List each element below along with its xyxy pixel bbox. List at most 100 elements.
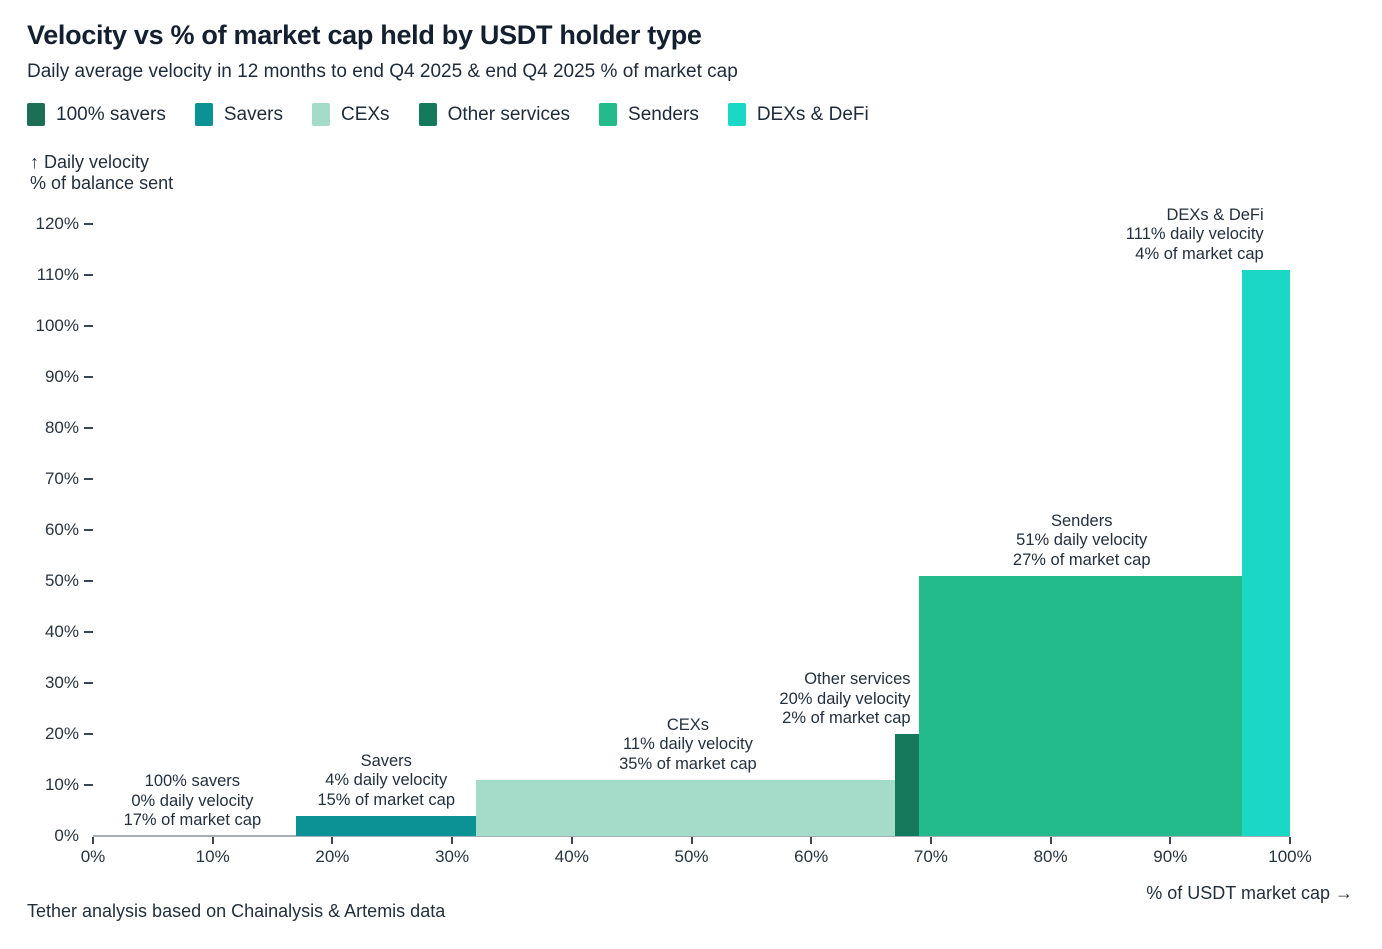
- y-tick-label: 10%: [44, 775, 79, 794]
- y-tick-label: 110%: [36, 265, 79, 284]
- bar-savers: [296, 815, 477, 836]
- annotation-line: 20% daily velocity: [779, 689, 911, 708]
- y-tick-label: 30%: [44, 673, 79, 692]
- legend-item-100-savers: 100% savers: [27, 103, 166, 126]
- legend-swatch-icon: [727, 103, 746, 126]
- chart-title: Velocity vs % of market cap held by USDT…: [27, 20, 702, 50]
- chart-subtitle: Daily average velocity in 12 months to e…: [27, 61, 738, 82]
- annotation-dexs-defi: DEXs & DeFi 111% daily velocity 4% of mark…: [1126, 206, 1264, 265]
- y-axis-title-line1: ↑ Daily velocity: [30, 152, 150, 172]
- y-tick-mark: [84, 376, 93, 378]
- y-tick-mark: [84, 580, 93, 582]
- x-tick-mark: [92, 837, 94, 844]
- legend-item-cexs: CEXs: [311, 103, 390, 126]
- y-tick-label: 90%: [44, 367, 79, 386]
- x-tick-mark: [331, 837, 334, 844]
- x-tick-label: 30%: [435, 847, 470, 866]
- legend-label: Other services: [447, 103, 571, 125]
- annotation-line: Savers: [360, 751, 412, 770]
- y-tick-mark: [84, 274, 93, 276]
- legend-label: 100% savers: [56, 103, 166, 125]
- annotation-line: 0% daily velocity: [131, 791, 254, 810]
- y-tick-mark: [84, 427, 93, 429]
- annotation-line: Other services: [804, 670, 911, 688]
- x-tick-mark: [1289, 837, 1291, 844]
- annotation-100-savers: 100% savers 0% daily velocity 17% of marke…: [0, 772, 442, 831]
- x-tick-mark: [1049, 837, 1052, 844]
- annotation-other-services: Other services 20% daily velocity 2% of ma…: [779, 670, 910, 729]
- legend-item-senders: Senders: [599, 103, 699, 126]
- x-tick-label: 20%: [315, 847, 350, 866]
- legend-label: DEXs & DeFi: [756, 103, 869, 125]
- x-tick-label: 70%: [913, 847, 948, 866]
- x-tick-label: 40%: [554, 847, 589, 866]
- x-tick-label: 50%: [674, 847, 709, 866]
- annotation-line: 35% of market cap: [619, 754, 757, 773]
- y-tick-mark: [84, 631, 93, 633]
- annotation-line: CEXs: [666, 715, 709, 734]
- y-tick-label: 40%: [44, 622, 79, 641]
- x-tick-mark: [211, 837, 214, 844]
- y-tick-mark: [84, 682, 93, 684]
- x-tick-mark: [690, 837, 693, 844]
- annotation-savers: Savers 4% daily velocity 15% of market cap: [136, 752, 636, 811]
- annotation-line: DEXs & DeFi: [1166, 205, 1264, 224]
- x-tick-label: 80%: [1033, 847, 1068, 866]
- x-tick-label: 60%: [794, 847, 829, 866]
- legend-label: CEXs: [340, 103, 390, 125]
- x-tick-mark: [570, 837, 573, 844]
- bar-senders: [918, 575, 1243, 836]
- source-note: Tether analysis based on Chainalysis & A…: [27, 901, 446, 921]
- x-axis-line: [93, 835, 1290, 837]
- annotation-line: 11% daily velocity: [622, 735, 753, 754]
- annotation-line: 111% daily velocity: [1125, 225, 1264, 244]
- x-tick-label: 0%: [80, 847, 106, 866]
- x-tick-label: 10%: [195, 847, 230, 866]
- annotation-senders: Senders 51% daily velocity 27% of market c…: [832, 512, 1332, 571]
- y-tick-label: 100%: [35, 316, 79, 335]
- legend-swatch-icon: [194, 103, 213, 126]
- legend-item-savers: Savers: [194, 103, 283, 126]
- y-tick-label: 120%: [35, 214, 79, 233]
- legend-swatch-icon: [27, 103, 45, 126]
- bar-cexs: [476, 779, 895, 836]
- y-tick-mark: [84, 478, 93, 480]
- legend-swatch-icon: [311, 103, 330, 126]
- y-tick-label: 50%: [44, 571, 79, 590]
- y-tick-mark: [84, 325, 93, 327]
- y-tick-mark: [84, 784, 93, 786]
- annotation-line: 15% of market cap: [317, 790, 456, 809]
- legend: 100% savers Savers CEXs Other services Sende…: [27, 103, 869, 126]
- annotation-line: 100% savers: [144, 772, 241, 790]
- x-tick-mark: [810, 837, 813, 844]
- annotation-line: 2% of market cap: [782, 709, 911, 727]
- bar-other-services: [894, 734, 919, 836]
- x-tick-label: 100%: [1268, 847, 1312, 866]
- legend-item-other-services: Other services: [418, 103, 571, 126]
- x-axis-title: % of USDT market cap →: [1146, 883, 1353, 903]
- x-tick-mark: [929, 837, 932, 844]
- legend-label: Savers: [223, 103, 283, 125]
- annotation-line: 4% of market cap: [1135, 244, 1264, 263]
- legend-swatch-icon: [418, 103, 437, 126]
- y-tick-label: 20%: [44, 724, 79, 743]
- legend-label: Senders: [628, 103, 699, 125]
- y-axis-title-line2: % of balance sent: [30, 173, 174, 193]
- y-tick-label: 0%: [54, 826, 79, 845]
- legend-item-dexs-defi: DEXs & DeFi: [727, 103, 869, 126]
- y-tick-label: 70%: [44, 469, 79, 488]
- y-tick-label: 60%: [44, 520, 79, 539]
- x-tick-label: 90%: [1153, 847, 1188, 866]
- y-tick-mark: [84, 529, 93, 531]
- y-axis-title: ↑ Daily velocity % of balance sent: [30, 152, 173, 194]
- bar-dexs-defi: [1242, 269, 1290, 836]
- annotation-line: 27% of market cap: [1012, 550, 1151, 569]
- annotation-cexs: CEXs 11% daily velocity 35% of market cap: [438, 716, 938, 775]
- annotation-line: 4% daily velocity: [325, 771, 448, 790]
- y-tick-mark: [84, 733, 93, 735]
- legend-swatch-icon: [599, 103, 618, 126]
- annotation-line: 51% daily velocity: [1016, 531, 1148, 550]
- annotation-line: Senders: [1050, 511, 1113, 530]
